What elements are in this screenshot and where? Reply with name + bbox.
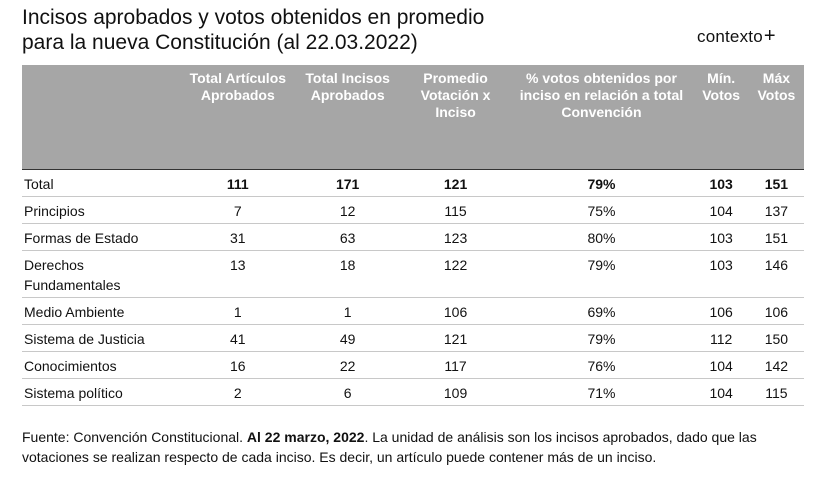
table-cell: 49	[293, 324, 402, 352]
table-cell: 79%	[509, 250, 694, 298]
table-cell: 146	[748, 250, 804, 298]
source-note-date: Al 22 marzo, 2022	[246, 429, 365, 445]
header-row: Total Artículos Aprobados Total Incisos A…	[22, 65, 804, 169]
table-row: Medio Ambiente 1 1 106 69% 106 106	[22, 297, 804, 325]
table-cell: 16	[182, 351, 294, 379]
table-row: Sistema de Justicia 41 49 121 79% 112 150	[22, 324, 804, 352]
logo-plus-icon: +	[763, 25, 776, 47]
table-cell: 142	[748, 351, 804, 379]
contexto-logo: contexto+	[697, 25, 776, 48]
table-row: Derechos Fundamentales 13 18 122 79% 103 146	[22, 250, 804, 298]
source-note: Fuente: Convención Constitucional. Al 22…	[22, 427, 812, 467]
table-row: Conocimientos 16 22 117 76% 104 142	[22, 351, 804, 379]
table-cell: 41	[182, 324, 294, 352]
table-cell: 13	[182, 250, 294, 298]
table-row: Formas de Estado 31 63 123 80% 103 151	[22, 223, 804, 251]
table-cell: 171	[293, 168, 402, 197]
table-cell: 106	[401, 297, 510, 325]
table-cell: 117	[401, 351, 510, 379]
table-cell: 123	[401, 223, 510, 251]
table-cell: 104	[693, 378, 749, 406]
table-cell: 71%	[509, 378, 694, 406]
table-cell: 79%	[509, 168, 694, 197]
source-note-text-1: Fuente: Convención Constitucional.	[22, 429, 247, 445]
table-cell: 31	[182, 223, 294, 251]
table-cell: 63	[293, 223, 402, 251]
table-cell: 106	[748, 297, 804, 325]
table-cell: 121	[401, 168, 510, 197]
table-cell: 103	[693, 223, 749, 251]
table-cell: 121	[401, 324, 510, 352]
table-cell: 151	[748, 223, 804, 251]
row-label: Formas de Estado	[22, 223, 182, 251]
table-cell: 112	[693, 324, 749, 352]
total-row: Total 111 171 121 79% 103 151	[22, 168, 804, 197]
row-label: Medio Ambiente	[22, 297, 182, 325]
row-label: Derechos Fundamentales	[22, 250, 182, 298]
table-cell: 75%	[509, 196, 694, 224]
column-header: % votos obtenidos por inciso en relación…	[509, 65, 694, 169]
column-header: Total Artículos Aprobados	[182, 65, 294, 169]
table-cell: 69%	[509, 297, 694, 325]
table-cell: 2	[182, 378, 294, 406]
row-label: Conocimientos	[22, 351, 182, 379]
column-header	[22, 65, 182, 169]
table-cell: 22	[293, 351, 402, 379]
table-cell: 104	[693, 196, 749, 224]
table-cell: 103	[693, 250, 749, 298]
table-cell: 6	[293, 378, 402, 406]
column-header: Máx Votos	[748, 65, 804, 169]
table-cell: 109	[401, 378, 510, 406]
table-cell: 115	[401, 196, 510, 224]
table-cell: 104	[693, 351, 749, 379]
table-row: Sistema político 2 6 109 71% 104 115	[22, 378, 804, 406]
column-header: Mín. Votos	[693, 65, 749, 169]
table-cell: 137	[748, 196, 804, 224]
table-cell: 7	[182, 196, 294, 224]
table-cell: 79%	[509, 324, 694, 352]
table-cell: 151	[748, 168, 804, 197]
table-cell: 80%	[509, 223, 694, 251]
table-cell: 12	[293, 196, 402, 224]
row-label: Sistema de Justicia	[22, 324, 182, 352]
table-cell: 106	[693, 297, 749, 325]
title-line-1: Incisos aprobados y votos obtenidos en p…	[22, 6, 485, 29]
row-label: Sistema político	[22, 378, 182, 406]
page-title: Incisos aprobados y votos obtenidos en p…	[22, 5, 662, 55]
votes-table: Total Artículos Aprobados Total Incisos A…	[22, 65, 804, 406]
title-line-2: para la nueva Constitución (al 22.03.202…	[22, 31, 418, 54]
column-header: Total Incisos Aprobados	[293, 65, 402, 169]
table-cell: 150	[748, 324, 804, 352]
table-cell: 111	[182, 168, 294, 197]
table-cell: 1	[293, 297, 402, 325]
table-cell: 103	[693, 168, 749, 197]
row-label: Total	[22, 168, 182, 197]
table-cell: 122	[401, 250, 510, 298]
table-cell: 1	[182, 297, 294, 325]
table-row: Principios 7 12 115 75% 104 137	[22, 196, 804, 224]
table-header: Total Artículos Aprobados Total Incisos A…	[22, 65, 804, 169]
source-note-text-2: . La unidad de análisis son los incisos …	[22, 429, 757, 465]
column-header: Promedio Votación x Inciso	[401, 65, 510, 169]
row-label: Principios	[22, 196, 182, 224]
logo-text: contexto	[697, 27, 763, 46]
table-body: Total 111 171 121 79% 103 151 Principios 7 12 115 7…	[22, 168, 804, 406]
table-cell: 18	[293, 250, 402, 298]
table-cell: 76%	[509, 351, 694, 379]
table-cell: 115	[748, 378, 804, 406]
